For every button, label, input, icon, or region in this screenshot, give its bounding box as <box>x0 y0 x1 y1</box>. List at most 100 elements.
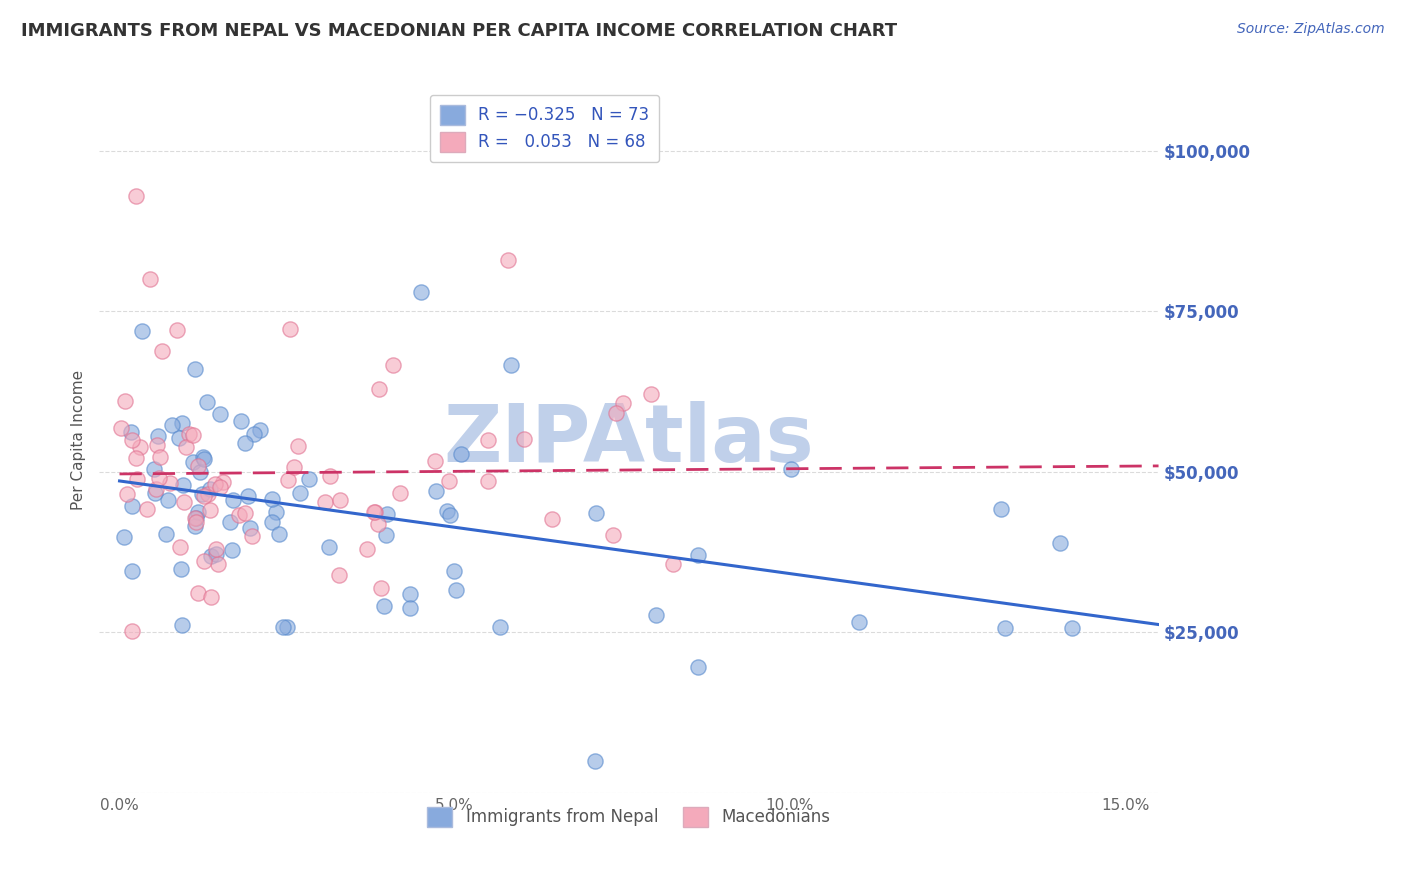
Text: Source: ZipAtlas.com: Source: ZipAtlas.com <box>1237 22 1385 37</box>
Point <box>278 321 301 335</box>
Point <box>388 485 411 500</box>
Point <box>444 582 467 597</box>
Point <box>121 499 143 513</box>
Point <box>184 511 207 525</box>
Point <box>156 492 179 507</box>
Point <box>187 458 209 473</box>
Point <box>356 541 378 556</box>
Point <box>375 528 398 542</box>
Point <box>260 492 283 507</box>
Point <box>283 460 305 475</box>
Point <box>399 600 422 615</box>
Point <box>155 527 177 541</box>
Point <box>437 474 460 488</box>
Point <box>120 425 142 439</box>
Point <box>186 510 208 524</box>
Point <box>264 505 287 519</box>
Point <box>125 472 148 486</box>
Point <box>187 586 209 600</box>
Point <box>193 489 215 503</box>
Point <box>585 506 607 520</box>
Point <box>488 620 510 634</box>
Point <box>121 433 143 447</box>
Point <box>112 530 135 544</box>
Point <box>243 426 266 441</box>
Point <box>198 503 221 517</box>
Point <box>176 440 198 454</box>
Point <box>662 558 685 572</box>
Point <box>193 451 215 466</box>
Point <box>411 285 433 299</box>
Point <box>233 506 256 520</box>
Point <box>370 582 392 596</box>
Point <box>373 599 395 614</box>
Point <box>222 492 245 507</box>
Point <box>209 480 232 494</box>
Point <box>125 188 148 202</box>
Point <box>238 489 260 503</box>
Point <box>540 511 562 525</box>
Point <box>125 450 148 465</box>
Point <box>142 462 165 476</box>
Point <box>267 527 290 541</box>
Point <box>200 590 222 604</box>
Point <box>273 620 295 634</box>
Point <box>398 587 420 601</box>
Point <box>167 431 190 445</box>
Point <box>173 495 195 509</box>
Point <box>145 482 167 496</box>
Legend: Immigrants from Nepal, Macedonians: Immigrants from Nepal, Macedonians <box>420 800 837 834</box>
Point <box>277 473 299 487</box>
Point <box>640 387 662 401</box>
Point <box>249 423 271 437</box>
Point <box>314 495 336 509</box>
Point <box>644 607 666 622</box>
Point <box>260 516 283 530</box>
Point <box>381 359 404 373</box>
Point <box>298 472 321 486</box>
Text: IMMIGRANTS FROM NEPAL VS MACEDONIAN PER CAPITA INCOME CORRELATION CHART: IMMIGRANTS FROM NEPAL VS MACEDONIAN PER … <box>21 22 897 40</box>
Point <box>318 540 340 554</box>
Point <box>128 440 150 454</box>
Point <box>209 407 232 421</box>
Point <box>149 450 172 464</box>
Point <box>121 624 143 638</box>
Text: ZIPAtlas: ZIPAtlas <box>444 401 814 478</box>
Point <box>585 754 607 768</box>
Point <box>184 518 207 533</box>
Point <box>229 414 252 428</box>
Point <box>477 474 499 488</box>
Point <box>994 621 1017 635</box>
Point <box>233 435 256 450</box>
Point <box>146 428 169 442</box>
Point <box>117 487 139 501</box>
Point <box>131 324 153 338</box>
Point <box>170 618 193 632</box>
Point <box>160 417 183 432</box>
Point <box>110 421 132 435</box>
Point <box>328 568 350 582</box>
Point <box>204 476 226 491</box>
Point <box>221 542 243 557</box>
Point <box>364 505 387 519</box>
Point <box>990 501 1012 516</box>
Point <box>138 272 160 286</box>
Point <box>367 516 389 531</box>
Point <box>143 486 166 500</box>
Point <box>240 529 263 543</box>
Point <box>187 505 209 519</box>
Point <box>239 520 262 534</box>
Point <box>150 343 173 358</box>
Point <box>188 465 211 479</box>
Point <box>501 358 523 372</box>
Point <box>375 508 398 522</box>
Point <box>498 252 520 267</box>
Point <box>276 620 298 634</box>
Point <box>425 454 447 468</box>
Point <box>200 549 222 563</box>
Point <box>172 477 194 491</box>
Point <box>148 471 170 485</box>
Point <box>121 564 143 578</box>
Point <box>686 549 709 563</box>
Point <box>184 362 207 376</box>
